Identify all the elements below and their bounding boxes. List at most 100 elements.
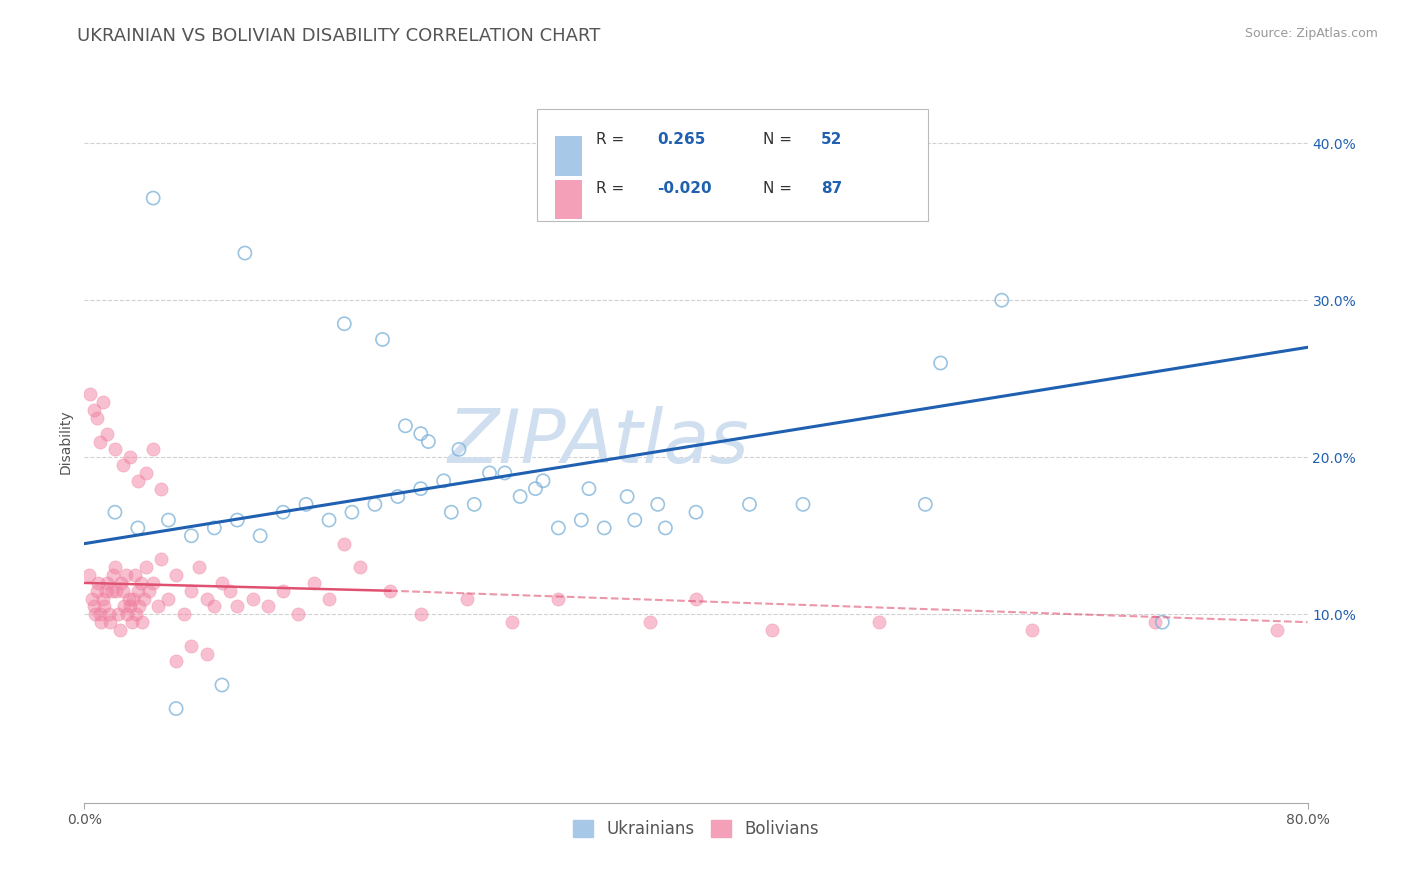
Point <box>93 599 115 614</box>
Point <box>111 458 134 472</box>
Point <box>80 591 103 606</box>
Point <box>90 615 112 630</box>
Point <box>146 599 169 614</box>
Point <box>108 623 131 637</box>
FancyBboxPatch shape <box>555 179 582 219</box>
Point <box>165 568 187 582</box>
Point <box>242 591 264 606</box>
Point <box>195 591 218 606</box>
Point <box>409 607 432 622</box>
Point <box>86 411 108 425</box>
Point <box>157 591 180 606</box>
Point <box>77 568 100 582</box>
Point <box>127 474 149 488</box>
Point <box>118 591 141 606</box>
Point <box>685 505 707 519</box>
FancyBboxPatch shape <box>537 109 928 221</box>
Point <box>318 591 340 606</box>
Point <box>371 333 394 347</box>
Point <box>195 647 218 661</box>
Point <box>83 403 105 417</box>
Point <box>180 529 202 543</box>
Point <box>128 599 150 614</box>
Point <box>226 513 249 527</box>
Point <box>202 599 225 614</box>
Point <box>122 591 145 606</box>
Point <box>761 623 783 637</box>
Point <box>991 293 1014 308</box>
Point <box>249 529 271 543</box>
Point <box>87 575 110 590</box>
Point <box>524 482 547 496</box>
Point <box>83 599 105 614</box>
Point <box>616 490 638 504</box>
Point <box>233 246 256 260</box>
Point <box>1021 623 1043 637</box>
Point <box>142 442 165 457</box>
Point <box>569 513 592 527</box>
Point <box>96 575 118 590</box>
Point <box>447 442 470 457</box>
Point <box>340 505 363 519</box>
FancyBboxPatch shape <box>555 136 582 176</box>
Point <box>257 599 280 614</box>
Point <box>86 583 108 598</box>
Point <box>654 521 676 535</box>
Point <box>112 599 135 614</box>
Point <box>929 356 952 370</box>
Point <box>91 395 114 409</box>
Point <box>101 583 124 598</box>
Point <box>180 639 202 653</box>
Text: Source: ZipAtlas.com: Source: ZipAtlas.com <box>1244 27 1378 40</box>
Point <box>578 482 600 496</box>
Point <box>418 434 440 449</box>
Point <box>120 450 142 465</box>
Point <box>110 575 132 590</box>
Point <box>89 607 111 622</box>
Point <box>115 607 138 622</box>
Point <box>409 482 432 496</box>
Point <box>226 599 249 614</box>
Point <box>531 474 554 488</box>
Point <box>96 426 118 441</box>
Point <box>792 497 814 511</box>
Point <box>333 536 356 550</box>
Point <box>114 568 136 582</box>
Text: -0.020: -0.020 <box>657 181 711 196</box>
Text: N =: N = <box>763 132 792 147</box>
Point <box>111 583 134 598</box>
Point <box>180 583 202 598</box>
Point <box>91 591 114 606</box>
Point <box>287 607 309 622</box>
Point <box>349 560 371 574</box>
Point <box>333 317 356 331</box>
Point <box>295 497 318 511</box>
Point <box>104 442 127 457</box>
Point <box>218 583 240 598</box>
Point <box>97 607 120 622</box>
Point <box>129 575 152 590</box>
Point <box>547 591 569 606</box>
Point <box>135 466 157 480</box>
Point <box>84 607 107 622</box>
Point <box>494 466 516 480</box>
Point <box>124 568 146 582</box>
Point <box>202 521 225 535</box>
Point <box>738 497 761 511</box>
Point <box>271 583 294 598</box>
Point <box>105 583 128 598</box>
Point <box>121 615 143 630</box>
Point <box>149 482 172 496</box>
Point <box>394 418 416 433</box>
Point <box>165 655 187 669</box>
Point <box>318 513 340 527</box>
Point <box>131 615 153 630</box>
Point <box>463 497 485 511</box>
Point <box>79 387 101 401</box>
Point <box>142 575 165 590</box>
Point <box>1152 615 1174 630</box>
Point <box>593 521 616 535</box>
Point <box>98 615 121 630</box>
Point <box>94 583 117 598</box>
Point <box>104 560 127 574</box>
